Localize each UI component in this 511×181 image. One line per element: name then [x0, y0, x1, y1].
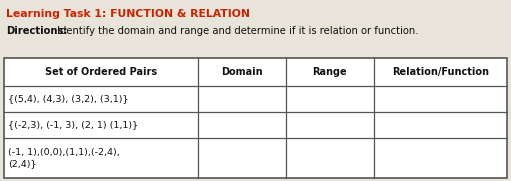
- Text: Range: Range: [312, 67, 347, 77]
- Text: {(5,4), (4,3), (3,2), (3,1)}: {(5,4), (4,3), (3,2), (3,1)}: [8, 94, 128, 104]
- Text: Directions:: Directions:: [6, 26, 67, 36]
- Text: Identify the domain and range and determine if it is relation or function.: Identify the domain and range and determ…: [54, 26, 419, 36]
- Text: Domain: Domain: [221, 67, 263, 77]
- Bar: [4, 58, 507, 178]
- Text: Set of Ordered Pairs: Set of Ordered Pairs: [45, 67, 157, 77]
- Text: Learning Task 1: FUNCTION & RELATION: Learning Task 1: FUNCTION & RELATION: [6, 9, 250, 19]
- Text: {(-2,3), (-1, 3), (2, 1) (1,1)}: {(-2,3), (-1, 3), (2, 1) (1,1)}: [8, 121, 138, 129]
- Text: (-1, 1),(0,0),(1,1),(-2,4),
(2,4)}: (-1, 1),(0,0),(1,1),(-2,4), (2,4)}: [8, 148, 120, 168]
- Text: Relation/Function: Relation/Function: [392, 67, 489, 77]
